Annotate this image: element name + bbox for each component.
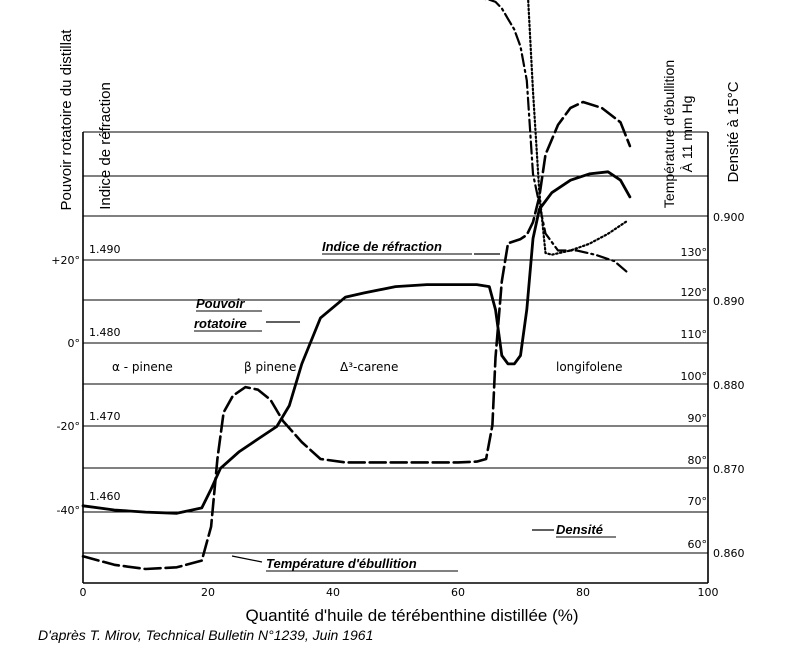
tick-indice-0: 1.490: [89, 243, 121, 256]
tick-densite-4: 0.860: [713, 547, 745, 560]
tick-pouvoir-2: -20°: [57, 420, 80, 433]
tick-densite-1: 0.890: [713, 295, 745, 308]
x-tick-60: 60: [451, 586, 465, 599]
series-line-densite: [527, 0, 628, 256]
zone-label-delta-carene: Δ³-carene: [340, 360, 398, 374]
tick-temp-1: 120°: [681, 286, 708, 299]
x-tick-100: 100: [698, 586, 719, 599]
series-label-pouvoir-line2: rotatoire: [194, 316, 247, 331]
series-label-densite: Densité: [556, 522, 603, 537]
tick-pouvoir-1: 0°: [68, 337, 81, 350]
y-axis-title-indice: Indice de réfraction: [97, 82, 114, 210]
tick-densite-0: 0.900: [713, 211, 745, 224]
tick-indice-2: 1.470: [89, 410, 121, 423]
x-axis-title: Quantité d'huile de térébenthine distill…: [245, 606, 578, 625]
tick-temp-3: 100°: [681, 370, 708, 383]
tick-pouvoir-3: -40°: [57, 504, 80, 517]
x-tick-20: 20: [201, 586, 215, 599]
x-tick-40: 40: [326, 586, 340, 599]
series-layer: [81, 0, 632, 571]
tick-temp-2: 110°: [681, 328, 708, 341]
tick-temp-4: 90°: [688, 412, 708, 425]
y-axis-title-temperature-pressure: À 11 mm Hg: [679, 96, 695, 173]
y-axis-title-densite: Densité à 15°C: [725, 81, 742, 182]
zone-label-beta-pinene: β pinene: [244, 360, 296, 374]
tick-pouvoir-0: +20°: [51, 254, 80, 267]
leader-temperature: [231, 555, 263, 563]
source-credit: D'après T. Mirov, Technical Bulletin N°1…: [38, 627, 374, 643]
series-line-indice-refraction: [81, 100, 632, 571]
zone-label-longifolene: longifolene: [556, 360, 623, 374]
series-label-indice: Indice de réfraction: [322, 239, 442, 254]
tick-temp-5: 80°: [688, 454, 708, 467]
x-tick-0: 0: [80, 586, 87, 599]
tick-labels: +20° 0° -20° -40° 1.490 1.480 1.470 1.460 130° 12…: [51, 211, 744, 599]
y-axis-title-temperature: Température d'ébullition: [661, 60, 677, 208]
series-label-temperature: Température d'ébullition: [266, 556, 417, 571]
tick-indice-3: 1.460: [89, 490, 121, 503]
series-line-temperature-ebullition: [484, 0, 628, 273]
zone-label-alpha-pinene: α - pinene: [112, 360, 173, 374]
x-tick-80: 80: [576, 586, 590, 599]
tick-temp-7: 60°: [688, 538, 708, 551]
tick-temp-6: 70°: [688, 495, 708, 508]
plot-frame: [82, 132, 709, 584]
series-label-pouvoir-line1: Pouvoir: [196, 296, 245, 311]
tick-densite-3: 0.870: [713, 463, 745, 476]
tick-indice-1: 1.480: [89, 326, 121, 339]
tick-densite-2: 0.880: [713, 379, 745, 392]
tick-temp-0: 130°: [681, 246, 708, 259]
gridlines: [83, 131, 708, 554]
y-axis-title-pouvoir: Pouvoir rotatoire du distillat: [58, 29, 75, 211]
